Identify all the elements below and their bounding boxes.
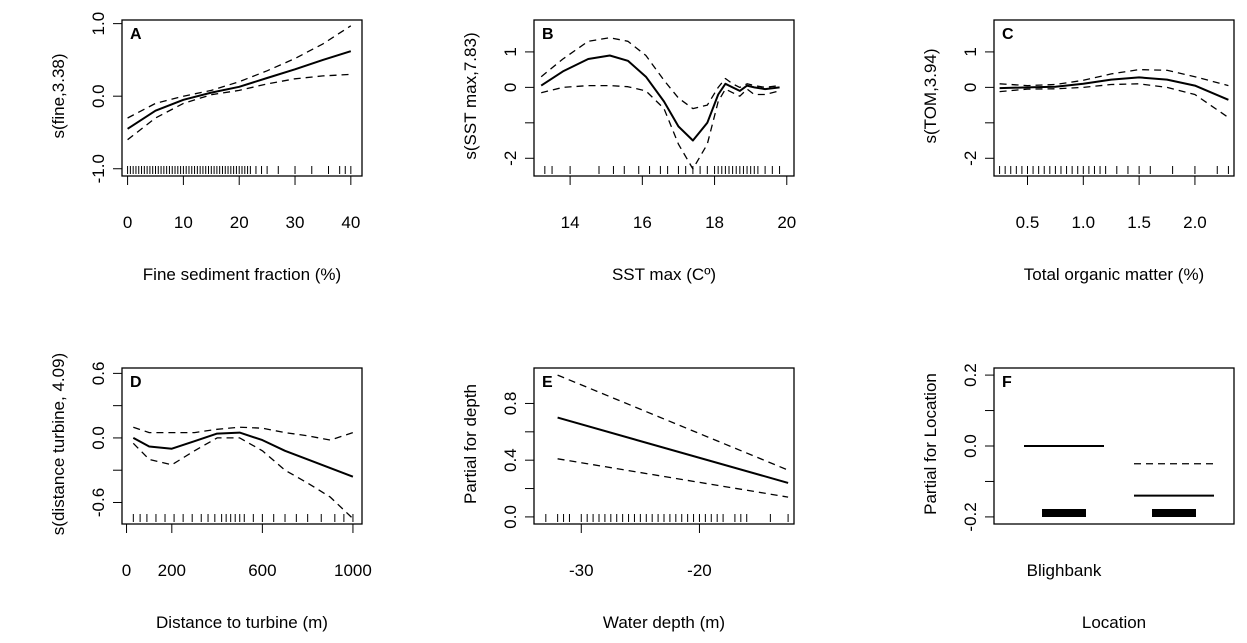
level-rug — [1042, 509, 1086, 517]
panel-letter: A — [130, 26, 142, 43]
panel-letter: B — [542, 26, 554, 43]
y-tick-label: 0.0 — [961, 434, 980, 458]
x-tick-label: 200 — [158, 561, 186, 580]
y-axis-label: s(SST max,7.83) — [461, 32, 480, 159]
x-tick-label: -20 — [687, 561, 712, 580]
x-tick-label: 14 — [561, 213, 580, 232]
x-tick-label: 0 — [123, 213, 132, 232]
panel-a: A -1.0 0.0 1.0 s(fine,3.38) Fine sediment fra… — [49, 12, 363, 284]
fitted-curve — [999, 76, 1229, 101]
x-axis-label: Location — [1082, 613, 1146, 632]
plot-frame — [993, 19, 1235, 177]
plot-frame — [121, 367, 363, 525]
fitted-curve — [540, 54, 780, 142]
lower-ci-curve — [541, 84, 780, 170]
plot-frame — [121, 19, 363, 177]
upper-ci-curve — [133, 426, 354, 441]
y-tick-label: 0.0 — [89, 426, 108, 450]
fitted-curve — [557, 416, 789, 484]
x-tick-label: 600 — [248, 561, 276, 580]
panel-b: B -2 0 1 s(SST max,7.83) SST max (Cº) 14 16 18 20 — [461, 19, 796, 284]
y-axis-label: Partial for Location — [921, 373, 940, 515]
fitted-curve — [132, 431, 354, 478]
lower-ci-curve — [999, 83, 1229, 119]
y-tick-label: 1 — [961, 47, 980, 56]
y-tick-label: 0.0 — [89, 84, 108, 108]
y-tick-label: -2 — [961, 151, 980, 166]
plot-frame — [533, 367, 795, 525]
y-axis-label: s(TOM,3.94) — [921, 48, 940, 143]
x-tick-label: 40 — [341, 213, 360, 232]
lower-ci-curve — [127, 73, 351, 141]
x-tick-label: 2.0 — [1183, 213, 1207, 232]
y-tick-label: 0 — [961, 83, 980, 92]
panel-f: F -0.2 0.0 0.2 Partial for Location Location B… — [921, 363, 1235, 632]
y-tick-label: 0.6 — [89, 362, 108, 386]
x-tick-label: -30 — [569, 561, 594, 580]
y-tick-label: 0.4 — [501, 448, 520, 472]
x-tick-label: 10 — [174, 213, 193, 232]
y-tick-label: 0.2 — [961, 363, 980, 387]
upper-ci-curve — [540, 37, 780, 110]
upper-ci-curve — [127, 25, 352, 119]
panel-letter: F — [1002, 374, 1012, 391]
y-tick-label: -0.2 — [961, 502, 980, 531]
x-tick-label: 0.5 — [1016, 213, 1040, 232]
y-tick-label: 0 — [501, 83, 520, 92]
x-tick-label: 20 — [230, 213, 249, 232]
y-tick-label: 1.0 — [89, 12, 108, 36]
lower-ci-curve — [557, 458, 789, 498]
x-axis-label: Distance to turbine (m) — [156, 613, 328, 632]
panel-d: D -0.6 0.0 0.6 s(distance turbine, 4.09) Dist… — [49, 353, 372, 632]
lower-ci-curve — [132, 437, 354, 520]
x-axis-label: Water depth (m) — [603, 613, 725, 632]
y-tick-label: -0.6 — [89, 488, 108, 517]
y-tick-label: 0.8 — [501, 392, 520, 416]
fitted-curve — [127, 50, 352, 130]
panel-letter: E — [542, 374, 553, 391]
upper-ci-curve — [999, 68, 1229, 87]
upper-ci-curve — [557, 374, 789, 471]
x-tick-label: 0 — [122, 561, 131, 580]
x-tick-label: 20 — [777, 213, 796, 232]
x-axis-label: SST max (Cº) — [612, 265, 716, 284]
y-tick-label: -2 — [501, 151, 520, 166]
y-tick-label: 0.0 — [501, 505, 520, 529]
x-axis-label: Total organic matter (%) — [1024, 265, 1204, 284]
x-tick-label: 1000 — [334, 561, 372, 580]
x-tick-label: 30 — [286, 213, 305, 232]
panel-e: E 0.0 0.4 0.8 Partial for depth Water depth (… — [461, 367, 795, 632]
y-tick-label: -1.0 — [89, 154, 108, 183]
x-tick-label: 1.0 — [1071, 213, 1095, 232]
x-axis-label: Fine sediment fraction (%) — [143, 265, 341, 284]
panel-letter: C — [1002, 26, 1014, 43]
y-axis-label: Partial for depth — [461, 384, 480, 504]
x-tick-label: 18 — [705, 213, 724, 232]
panel-letter: D — [130, 374, 142, 391]
y-tick-label: 1 — [501, 47, 520, 56]
level-rug — [1152, 509, 1196, 517]
x-tick-label: 1.5 — [1127, 213, 1151, 232]
y-axis-label: s(distance turbine, 4.09) — [49, 353, 68, 535]
plot-frame — [533, 19, 795, 177]
y-axis-label: s(fine,3.38) — [49, 53, 68, 138]
panel-c: C -2 0 1 s(TOM,3.94) Total organic matter (%)… — [921, 19, 1235, 284]
x-tick-label: Blighbank — [1027, 561, 1102, 580]
x-tick-label: 16 — [633, 213, 652, 232]
